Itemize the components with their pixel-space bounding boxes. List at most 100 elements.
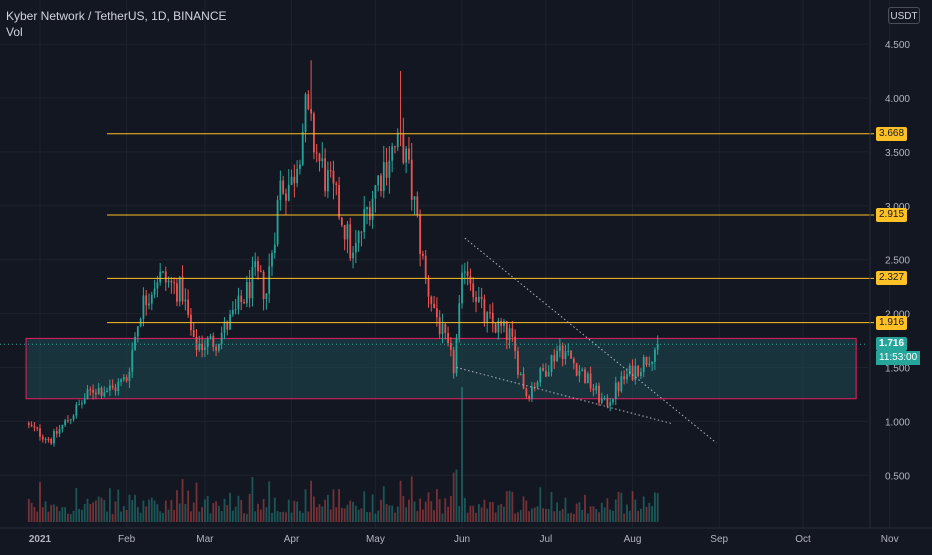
volume-bar (67, 513, 69, 522)
volume-bar (382, 486, 385, 522)
volume-bar (438, 499, 441, 522)
volume-bar (265, 507, 268, 522)
volume-bar (525, 500, 528, 522)
candle-body (486, 312, 489, 323)
candle-body (544, 370, 547, 377)
price-tick-label: 4.500 (885, 40, 910, 51)
volume-bar (380, 499, 382, 522)
candle-body (435, 308, 438, 318)
candle-body (125, 377, 128, 381)
volume-bar (637, 511, 640, 522)
currency-selector[interactable]: USDT (888, 7, 920, 24)
volume-bar (508, 490, 511, 522)
volume-bar (343, 508, 346, 522)
candle-body (494, 323, 497, 333)
price-level-tag: 2.915 (876, 207, 908, 222)
volume-bar (226, 505, 229, 522)
volume-bar (408, 499, 410, 522)
price-level-tag: 2.327 (876, 271, 908, 286)
volume-bar (628, 510, 631, 522)
candle-body (290, 176, 293, 185)
volume-bar (287, 499, 290, 522)
candle-body (136, 326, 139, 337)
volume-bar (648, 502, 651, 522)
volume-bar (500, 503, 503, 522)
volume-bar (600, 502, 603, 522)
candle-body (553, 355, 556, 362)
volume-bar (433, 510, 435, 522)
candle-body (128, 371, 131, 381)
candle-body (114, 387, 117, 392)
candle-body (313, 113, 315, 153)
candle-body (95, 392, 97, 395)
volume-bar (483, 499, 486, 522)
volume-bar (229, 492, 231, 522)
volume-bar (352, 501, 354, 522)
volume-bar (159, 511, 162, 522)
volume-bar (315, 507, 318, 522)
candle-body (586, 373, 589, 383)
candle-body (558, 345, 561, 351)
candle-body (335, 183, 338, 186)
volume-indicator-label[interactable]: Vol (6, 25, 23, 39)
symbol-title[interactable]: Kyber Network / TetherUS, 1D, BINANCE (6, 9, 227, 23)
volume-bar (245, 513, 248, 522)
candle-body (463, 271, 466, 273)
price-tick-label: 2.500 (885, 256, 910, 267)
candle-body (131, 349, 134, 372)
volume-bar (399, 480, 402, 522)
candle-body (332, 170, 335, 184)
candle-body (584, 369, 586, 383)
volume-bar (578, 502, 581, 522)
volume-bar (329, 509, 332, 522)
volume-bar (349, 500, 352, 522)
volume-bar (321, 506, 324, 522)
volume-bar (30, 502, 33, 522)
volume-bar (645, 506, 648, 522)
candle-body (517, 351, 519, 375)
volume-bar (64, 507, 67, 522)
candle-body (503, 321, 505, 326)
candle-body (475, 297, 477, 302)
volume-bar (458, 506, 461, 522)
volume-bar (544, 508, 547, 522)
candle-body (75, 404, 78, 416)
volume-bar (413, 501, 416, 522)
candle-body (466, 271, 469, 276)
volume-bar (620, 492, 623, 522)
candle-body (206, 338, 209, 348)
volume-bar (95, 500, 97, 522)
candle-body (69, 419, 72, 421)
volume-bar (53, 504, 55, 522)
volume-bar (301, 512, 304, 522)
volume-bar (603, 507, 606, 522)
candle-body (340, 217, 343, 226)
candle-body (385, 162, 388, 178)
volume-bar (164, 500, 167, 522)
volume-bar (511, 491, 514, 522)
volume-bar (81, 509, 83, 522)
candle-body (371, 198, 374, 220)
candle-body (626, 374, 628, 380)
volume-bar (586, 513, 589, 522)
candle-body (83, 399, 86, 404)
candle-body (354, 243, 357, 253)
candle-body (268, 266, 271, 294)
candle-body (229, 314, 231, 330)
candle-body (640, 372, 642, 377)
candle-body (416, 196, 419, 216)
volume-bar (609, 509, 612, 522)
volume-bar (122, 506, 125, 522)
volume-bar (631, 491, 634, 522)
candle-body (170, 280, 173, 283)
time-tick-label: Apr (284, 534, 300, 545)
time-tick-label: Mar (196, 534, 214, 545)
candle-body (422, 253, 424, 256)
candle-body (234, 309, 237, 311)
candle-body (603, 398, 606, 400)
volume-bar (310, 480, 313, 522)
candle-body (452, 349, 455, 374)
volume-bar (640, 508, 642, 522)
